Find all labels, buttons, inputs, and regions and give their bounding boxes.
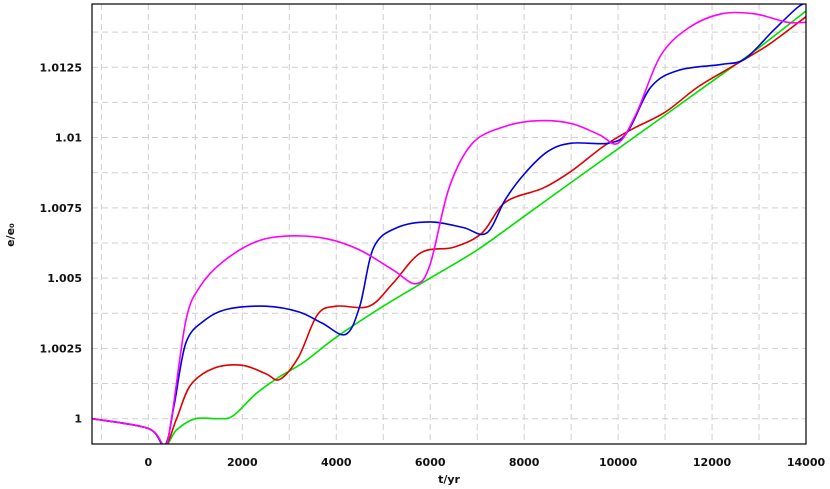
y-tick-label: 1.0025 bbox=[40, 342, 82, 355]
series-line-4 bbox=[92, 11, 806, 444]
plot-frame bbox=[91, 3, 807, 445]
y-tick-label: 1.005 bbox=[47, 272, 82, 285]
series-line-1 bbox=[92, 10, 806, 444]
x-tick-label: 14000 bbox=[787, 456, 826, 469]
x-axis-label: t/yr bbox=[438, 473, 460, 486]
y-axis-label: e/e₀ bbox=[4, 223, 17, 247]
y-tick-label: 1.01 bbox=[55, 132, 82, 145]
y-tick-label: 1.0075 bbox=[40, 202, 82, 215]
y-tick-label: 1.0125 bbox=[40, 61, 82, 74]
x-tick-label: 8000 bbox=[509, 456, 540, 469]
y-axis-ticks: 1 1.0025 1.005 1.0075 1.01 1.0125 bbox=[40, 61, 82, 425]
series-group bbox=[92, 4, 806, 444]
x-tick-label: 6000 bbox=[415, 456, 446, 469]
x-axis-ticks: 0 2000 4000 6000 8000 10000 12000 14000 bbox=[145, 456, 826, 469]
x-tick-label: 4000 bbox=[321, 456, 352, 469]
x-tick-label: 10000 bbox=[599, 456, 638, 469]
y-tick-label: 1 bbox=[74, 413, 82, 426]
x-tick-label: 12000 bbox=[693, 456, 732, 469]
x-tick-label: 2000 bbox=[227, 456, 258, 469]
grid bbox=[92, 4, 806, 444]
series-line-3 bbox=[92, 4, 805, 444]
x-tick-label: 0 bbox=[145, 456, 153, 469]
series-line-2 bbox=[92, 16, 806, 444]
